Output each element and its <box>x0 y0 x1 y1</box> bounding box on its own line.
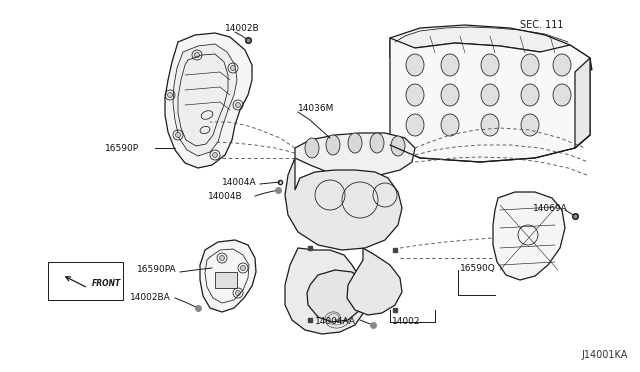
Polygon shape <box>200 240 256 312</box>
Ellipse shape <box>521 114 539 136</box>
Polygon shape <box>575 58 590 148</box>
Text: 16590P: 16590P <box>105 144 139 153</box>
Ellipse shape <box>481 54 499 76</box>
Text: SEC. 111: SEC. 111 <box>520 20 563 30</box>
Text: 14002BA: 14002BA <box>130 294 171 302</box>
Circle shape <box>241 266 246 270</box>
Text: 14004A: 14004A <box>222 177 257 186</box>
Text: 14004B: 14004B <box>208 192 243 201</box>
Ellipse shape <box>553 54 571 76</box>
Ellipse shape <box>553 84 571 106</box>
Text: J14001KA: J14001KA <box>582 350 628 360</box>
Circle shape <box>175 132 180 138</box>
Polygon shape <box>295 133 415 176</box>
Text: 16590Q: 16590Q <box>460 263 496 273</box>
Ellipse shape <box>370 133 384 153</box>
Ellipse shape <box>348 133 362 153</box>
Circle shape <box>236 291 241 295</box>
Ellipse shape <box>441 84 459 106</box>
Polygon shape <box>285 158 402 250</box>
Ellipse shape <box>305 138 319 158</box>
Ellipse shape <box>441 54 459 76</box>
Polygon shape <box>165 33 252 168</box>
Ellipse shape <box>406 84 424 106</box>
Polygon shape <box>285 248 365 334</box>
Ellipse shape <box>406 114 424 136</box>
Text: FRONT: FRONT <box>92 279 121 289</box>
Polygon shape <box>307 270 366 322</box>
Text: 14002B: 14002B <box>225 23 260 32</box>
Ellipse shape <box>441 114 459 136</box>
Ellipse shape <box>481 114 499 136</box>
Polygon shape <box>493 192 565 280</box>
Ellipse shape <box>521 54 539 76</box>
Circle shape <box>236 103 241 108</box>
FancyBboxPatch shape <box>215 272 237 288</box>
Polygon shape <box>347 248 402 315</box>
Ellipse shape <box>391 136 405 156</box>
Ellipse shape <box>326 135 340 155</box>
Text: 14004AA: 14004AA <box>315 317 356 327</box>
Ellipse shape <box>406 54 424 76</box>
Ellipse shape <box>521 84 539 106</box>
Polygon shape <box>173 44 237 156</box>
Text: 16590PA: 16590PA <box>137 266 177 275</box>
Circle shape <box>230 65 236 71</box>
Ellipse shape <box>481 84 499 106</box>
Text: 14002: 14002 <box>392 317 420 327</box>
Circle shape <box>195 52 200 58</box>
Circle shape <box>212 153 218 157</box>
Circle shape <box>168 93 173 97</box>
Polygon shape <box>390 38 590 162</box>
Text: 14036M: 14036M <box>298 103 334 112</box>
Circle shape <box>220 256 225 260</box>
Polygon shape <box>390 25 592 70</box>
Text: 14069A: 14069A <box>533 203 568 212</box>
